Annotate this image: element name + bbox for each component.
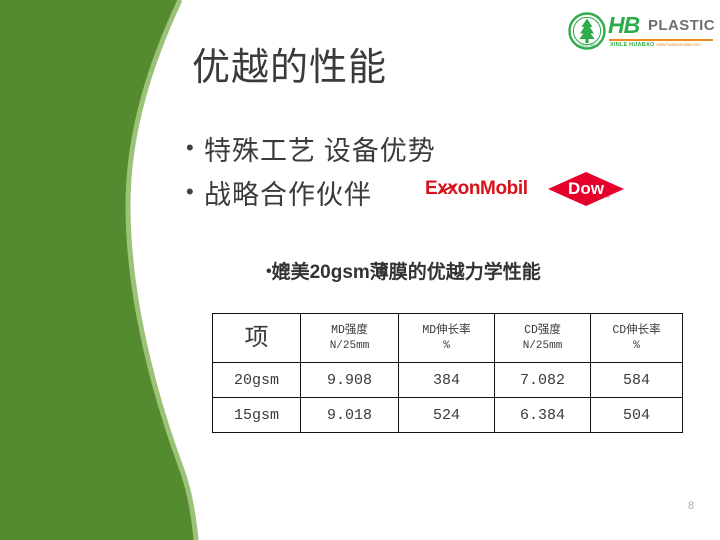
dow-registered-mark: ®	[606, 194, 610, 200]
header-line-2: %	[443, 339, 450, 352]
subtitle-text: •媲美20gsm薄膜的优越力学性能	[266, 257, 541, 284]
tree-in-circle-icon: GREEN TREE	[568, 12, 606, 50]
dow-wordmark: Dow	[568, 179, 604, 198]
column-header-md-elongation: MD伸长率 %	[398, 313, 495, 363]
slide-page-number: 8	[688, 500, 695, 512]
table-cell: 9.018	[300, 397, 399, 433]
header-line-2: N/25mm	[329, 339, 370, 352]
slide-title: 优越的性能	[192, 47, 388, 89]
exxon-part-c: onMobil	[457, 178, 528, 199]
column-header-cd-elongation: CD伸长率 %	[590, 313, 683, 363]
table-cell: 9.908	[300, 362, 399, 398]
column-header-item: 项	[212, 313, 301, 363]
header-line-1: CD伸长率	[612, 323, 661, 337]
header-line-2: %	[633, 339, 640, 352]
list-item: • 特殊工艺 设备优势	[186, 126, 606, 170]
bullet-marker-icon: •	[186, 135, 194, 160]
table-cell: 20gsm	[212, 362, 301, 398]
svg-text:GREEN TREE: GREEN TREE	[576, 44, 599, 48]
table-cell: 384	[398, 362, 495, 398]
list-item: • 战略合作伙伴	[186, 170, 606, 214]
logo-company-name: XINLE HUABAO	[610, 42, 655, 48]
table-row: 20gsm 9.908 384 7.082 584	[212, 362, 683, 398]
table-row: 15gsm 9.018 524 6.384 504	[212, 397, 683, 433]
table-cell: 504	[590, 397, 683, 433]
table-header-row: 项 MD强度 N/25mm MD伸长率 % CD强度 N/25mm CD伸长率 …	[212, 313, 683, 363]
subtitle-label: 媲美20gsm薄膜的优越力学性能	[271, 262, 541, 283]
logo-divider	[609, 39, 713, 41]
table-cell: 584	[590, 362, 683, 398]
dow-logo: Dow ®	[548, 172, 624, 206]
subtitle-marker-icon: •	[266, 263, 272, 280]
green-curve-decoration	[0, 0, 199, 540]
logo-website: www.huabaosuliao.com	[656, 42, 701, 47]
logo-brand-word: PLASTIC	[648, 17, 715, 34]
header-line-1: MD强度	[331, 323, 368, 337]
exxon-crossed-xx: xx	[437, 178, 458, 199]
table-cell: 6.384	[494, 397, 591, 433]
exxon-part-a: E	[425, 178, 438, 199]
logo-initials: HB	[608, 12, 640, 38]
table-cell: 15gsm	[212, 397, 301, 433]
bullet-marker-icon: •	[186, 179, 194, 204]
exxonmobil-logo: ExxonMobil	[425, 178, 528, 200]
bullet-list: • 特殊工艺 设备优势 • 战略合作伙伴	[186, 126, 606, 214]
bullet-text: 战略合作伙伴	[204, 179, 372, 210]
mechanical-properties-table: 项 MD强度 N/25mm MD伸长率 % CD强度 N/25mm CD伸长率 …	[212, 313, 683, 433]
header-line-2: N/25mm	[522, 339, 563, 352]
company-logo: GREEN TREE HB PLASTIC XINLE HUABAO www.h…	[568, 10, 716, 56]
header-line-1: CD强度	[524, 323, 561, 337]
column-header-cd-strength: CD强度 N/25mm	[494, 313, 591, 363]
table-cell: 524	[398, 397, 495, 433]
table-cell: 7.082	[494, 362, 591, 398]
column-header-md-strength: MD强度 N/25mm	[300, 313, 399, 363]
header-line-1: MD伸长率	[422, 323, 471, 337]
logo-company-line: XINLE HUABAO www.huabaosuliao.com	[610, 42, 720, 48]
bullet-text: 特殊工艺 设备优势	[204, 135, 436, 166]
